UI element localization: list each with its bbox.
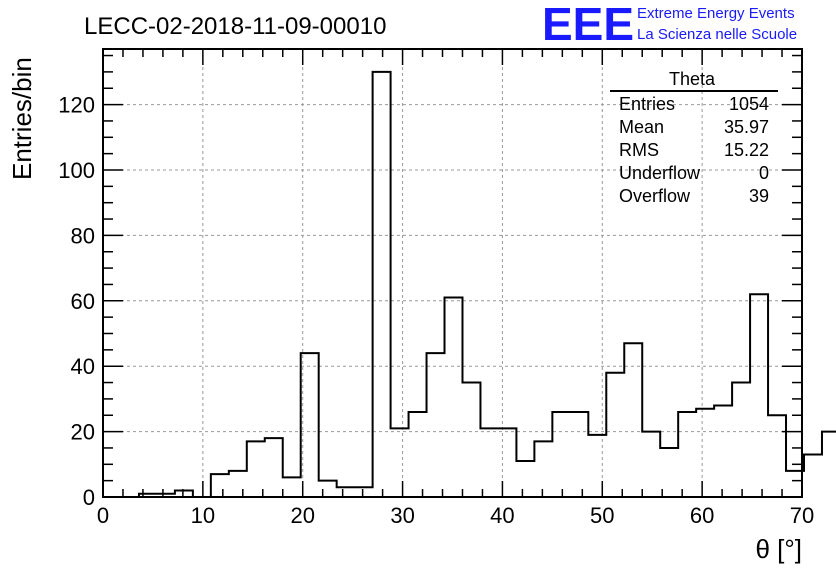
axes (102, 48, 803, 498)
chart-title: LECC-02-2018-11-09-00010 (84, 13, 386, 40)
y-tick-label: 40 (71, 354, 95, 379)
stats-title: Theta (669, 69, 716, 89)
y-tick-label: 100 (58, 158, 95, 183)
y-tick-label: 0 (83, 485, 95, 510)
plot-frame (102, 48, 803, 498)
x-tick-label: 50 (590, 503, 614, 528)
y-axis-title: Entries/bin (7, 57, 37, 180)
logo-mark: EEE (542, 0, 634, 50)
y-tick-label: 20 (71, 420, 95, 445)
stats-value: 1054 (729, 94, 769, 114)
logo-line-1: Extreme Energy Events (637, 5, 795, 22)
stats-label: RMS (619, 140, 659, 160)
x-tick-label: 60 (690, 503, 714, 528)
stats-label: Underflow (619, 163, 701, 183)
y-tick-label: 80 (71, 223, 95, 248)
grid (103, 49, 802, 497)
x-tick-label: 40 (490, 503, 514, 528)
stats-value: 35.97 (724, 117, 769, 137)
stats-label: Entries (619, 94, 675, 114)
stats-label: Mean (619, 117, 664, 137)
y-tick-label: 60 (71, 289, 95, 314)
x-axis-title: θ [°] (755, 534, 802, 564)
stats-box: Theta Entries 1054 Mean 35.97 RMS 15.22 Underf… (610, 69, 778, 206)
stats-rows: Entries 1054 Mean 35.97 RMS 15.22 Underflow 0 Ov… (619, 94, 769, 206)
stats-value: 15.22 (724, 140, 769, 160)
x-tick-label: 0 (97, 503, 109, 528)
y-tick-label: 120 (58, 93, 95, 118)
x-tick-label: 70 (790, 503, 814, 528)
stats-label: Overflow (619, 186, 691, 206)
x-tick-label: 30 (390, 503, 414, 528)
x-tick-label: 20 (290, 503, 314, 528)
tick-labels: 0 10 20 30 40 50 60 70 0 20 40 60 80 100 120 (58, 93, 814, 528)
histogram-step-line (103, 70, 836, 498)
stats-value: 0 (759, 163, 769, 183)
logo-line-2: La Scienza nelle Scuole (637, 26, 797, 43)
stats-value: 39 (749, 186, 769, 206)
x-tick-label: 10 (191, 503, 215, 528)
eee-logo: EEE Extreme Energy Events La Scienza nel… (542, 0, 797, 50)
